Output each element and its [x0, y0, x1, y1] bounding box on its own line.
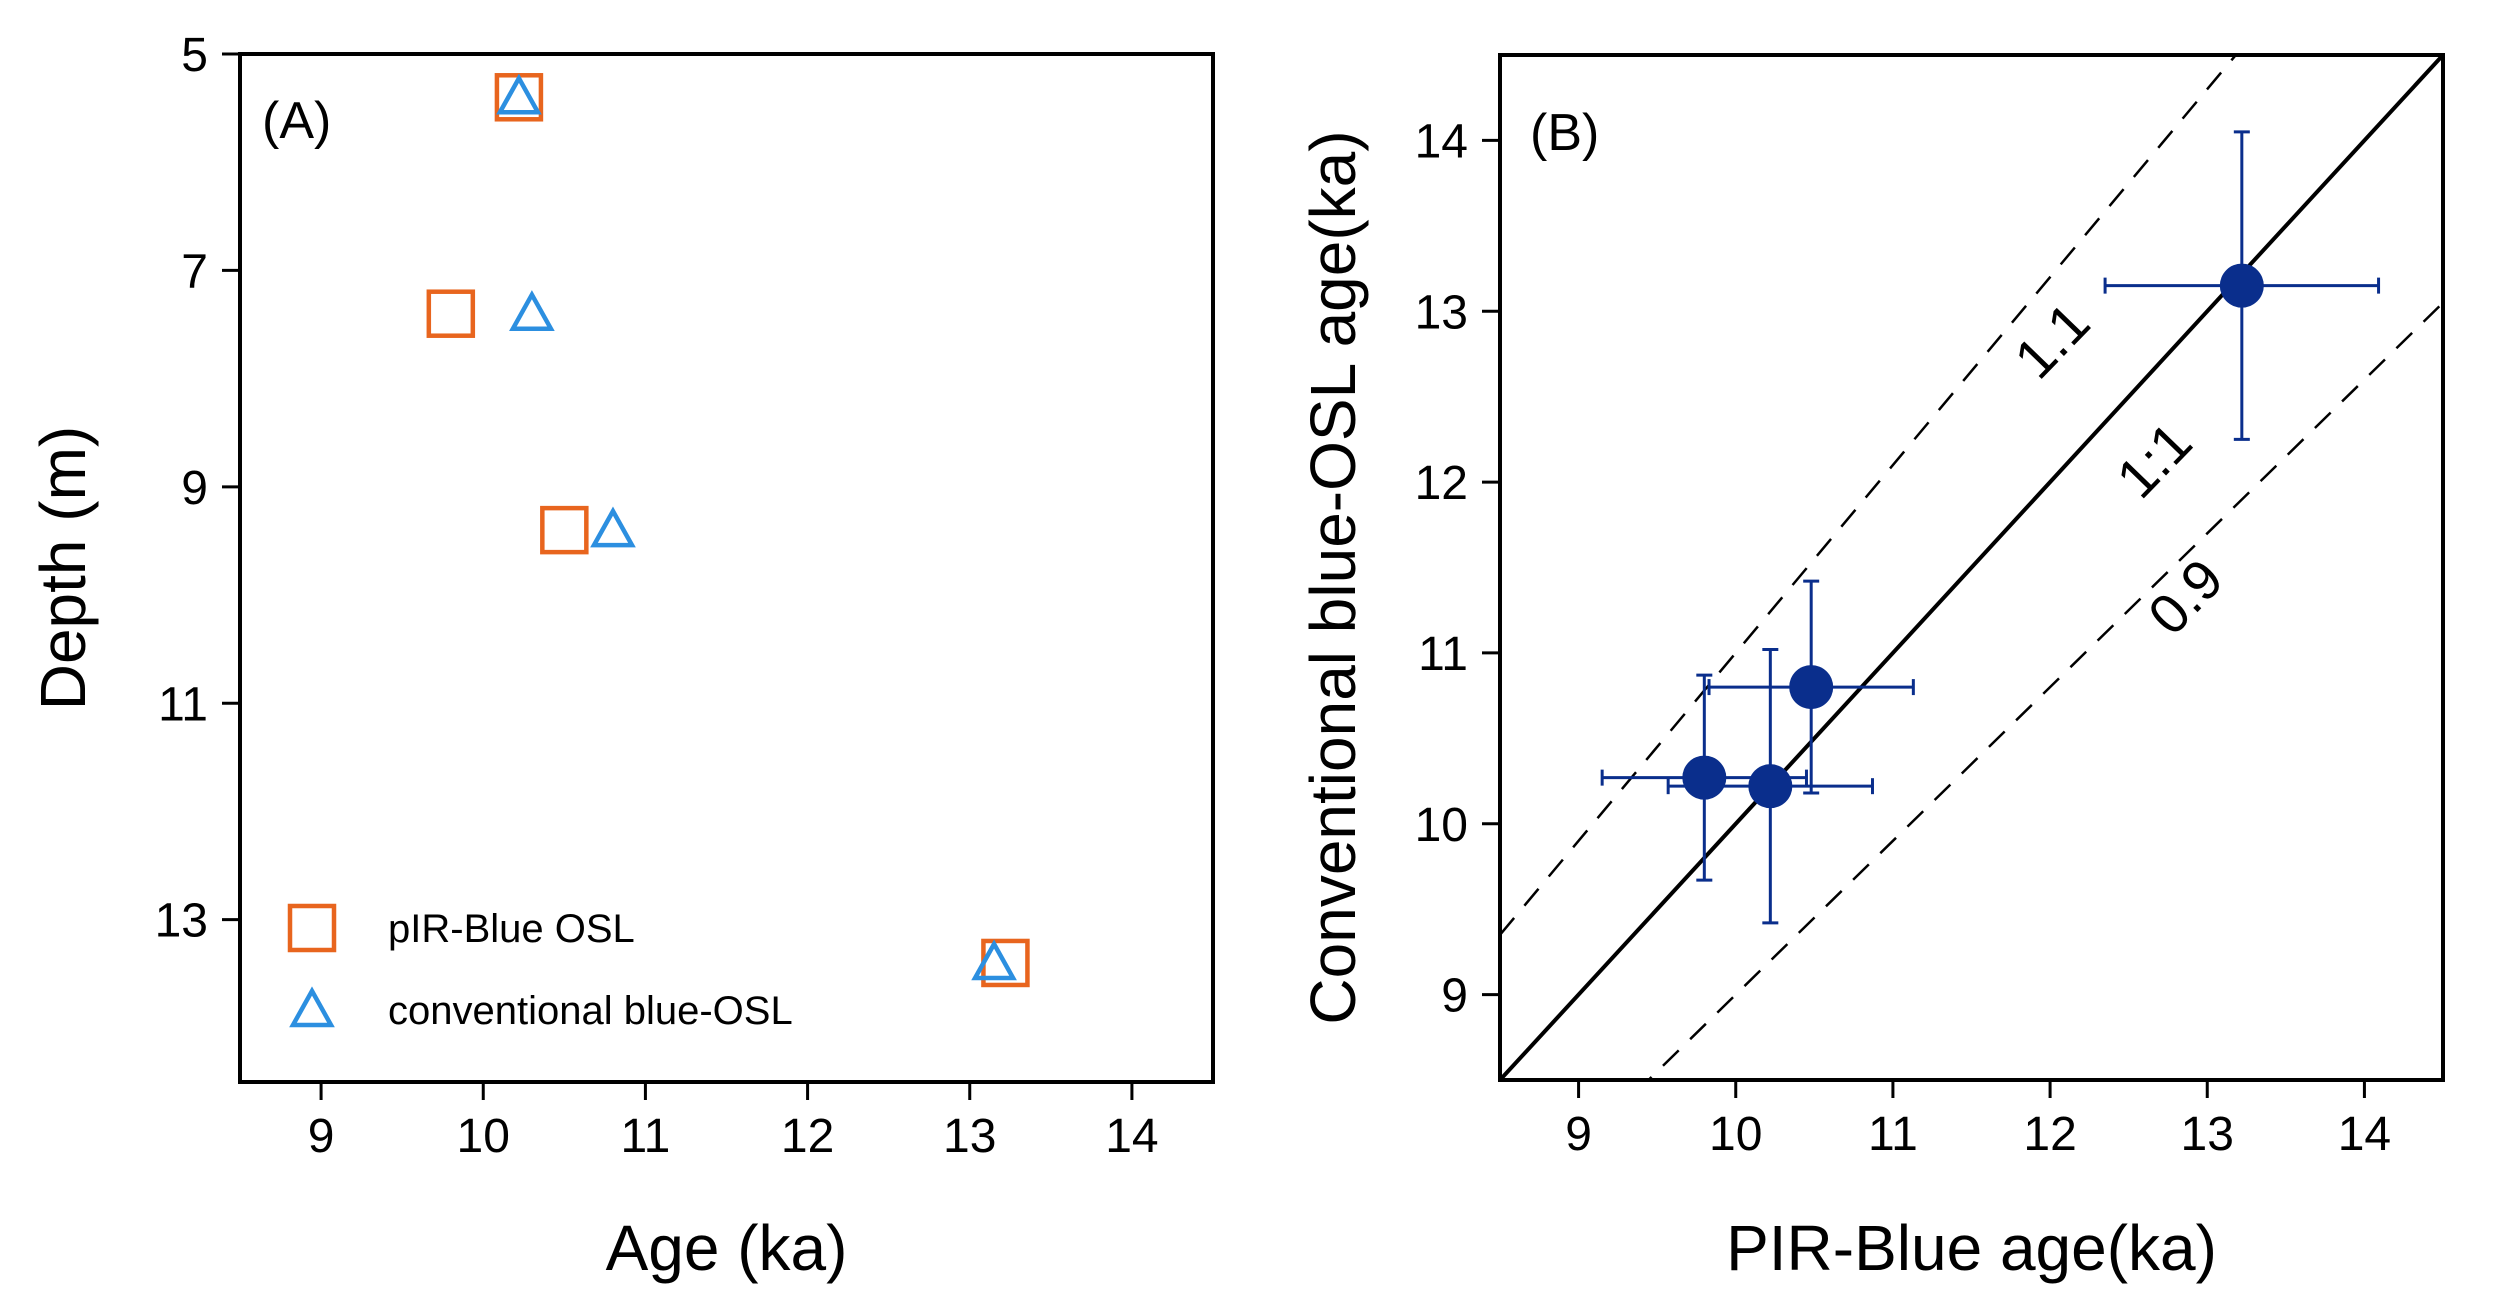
point-b-3	[1748, 764, 1793, 809]
panel-label-b: (B)	[1530, 104, 1599, 162]
legend-label-pir-blue: pIR-Blue OSL	[388, 907, 635, 951]
x-tick-label-b-10: 10	[1709, 1108, 1762, 1161]
ratio-label-0.9: 0.9	[2136, 547, 2235, 647]
point-b-0	[2219, 263, 2264, 308]
x-tick-label-a-14: 14	[1105, 1110, 1158, 1163]
panel-b: 9 10 11 12 13 14 9 10 11 12 13 14 PIR-Blue age(ka) Co…	[1297, 53, 2445, 1284]
x-axis-title-b: PIR-Blue age(ka)	[1726, 1212, 2217, 1284]
plot-frame-a	[238, 52, 1215, 1084]
x-tick-label-b-14: 14	[2338, 1108, 2391, 1161]
point-b-2	[1682, 755, 1727, 800]
y-tick-label-a-13: 13	[155, 895, 208, 948]
point-a-triangle-3	[971, 939, 1017, 981]
x-tick-label-b-13: 13	[2181, 1108, 2234, 1161]
reference-line-0.9	[1646, 301, 2443, 1080]
y-tick-label-a-7: 7	[181, 245, 208, 298]
point-a-square-2	[540, 505, 589, 555]
y-tick-label-b-11: 11	[1418, 628, 1468, 681]
y-axis-title-a: Depth (m)	[27, 426, 99, 711]
plot-frame-b	[1498, 53, 2445, 1082]
x-axis-title-a: Age (ka)	[606, 1212, 848, 1284]
ratio-label-1-1: 1:1	[2104, 410, 2203, 510]
panel-label-a: (A)	[262, 92, 331, 150]
y-tick-label-a-9: 9	[181, 462, 208, 515]
x-tick-label-b-12: 12	[2023, 1108, 2076, 1161]
x-tick-label-b-11: 11	[1868, 1108, 1918, 1161]
ratio-label-1.1: 1.1	[2002, 291, 2101, 391]
x-tick-label-a-10: 10	[457, 1110, 510, 1163]
legend-marker-triangle	[289, 986, 335, 1028]
x-tick-label-a-13: 13	[943, 1110, 996, 1163]
y-tick-label-a-11: 11	[158, 678, 208, 731]
reference-lines	[1500, 55, 2443, 1080]
panel-a: 9 10 11 12 13 14 5 7 9 11 13 Age (ka) Depth (m) (A) pI…	[27, 29, 1215, 1284]
legend-label-conventional: conventional blue-OSL	[388, 989, 793, 1033]
point-a-triangle-2	[590, 506, 636, 548]
point-b-1	[1789, 665, 1834, 710]
y-tick-label-b-9: 9	[1441, 970, 1468, 1023]
point-a-square-1	[426, 289, 476, 338]
y-axis-title-b: Conventional blue-OSL age(ka)	[1297, 130, 1369, 1024]
reference-line-1-1	[1500, 55, 2443, 1080]
reference-line-1.1	[1500, 55, 2238, 936]
y-tick-label-a-5: 5	[181, 29, 208, 82]
x-tick-label-a-9: 9	[308, 1110, 335, 1163]
x-tick-label-a-11: 11	[621, 1110, 671, 1163]
legend-marker-square	[287, 903, 337, 953]
y-tick-label-b-13: 13	[1415, 286, 1468, 339]
point-a-triangle-0	[496, 73, 542, 115]
x-tick-label-a-12: 12	[781, 1110, 834, 1163]
point-a-triangle-1	[509, 290, 555, 331]
y-tick-label-b-12: 12	[1415, 457, 1468, 510]
y-tick-label-b-14: 14	[1415, 115, 1468, 168]
y-tick-label-b-10: 10	[1415, 799, 1468, 852]
x-tick-label-b-9: 9	[1565, 1108, 1592, 1161]
